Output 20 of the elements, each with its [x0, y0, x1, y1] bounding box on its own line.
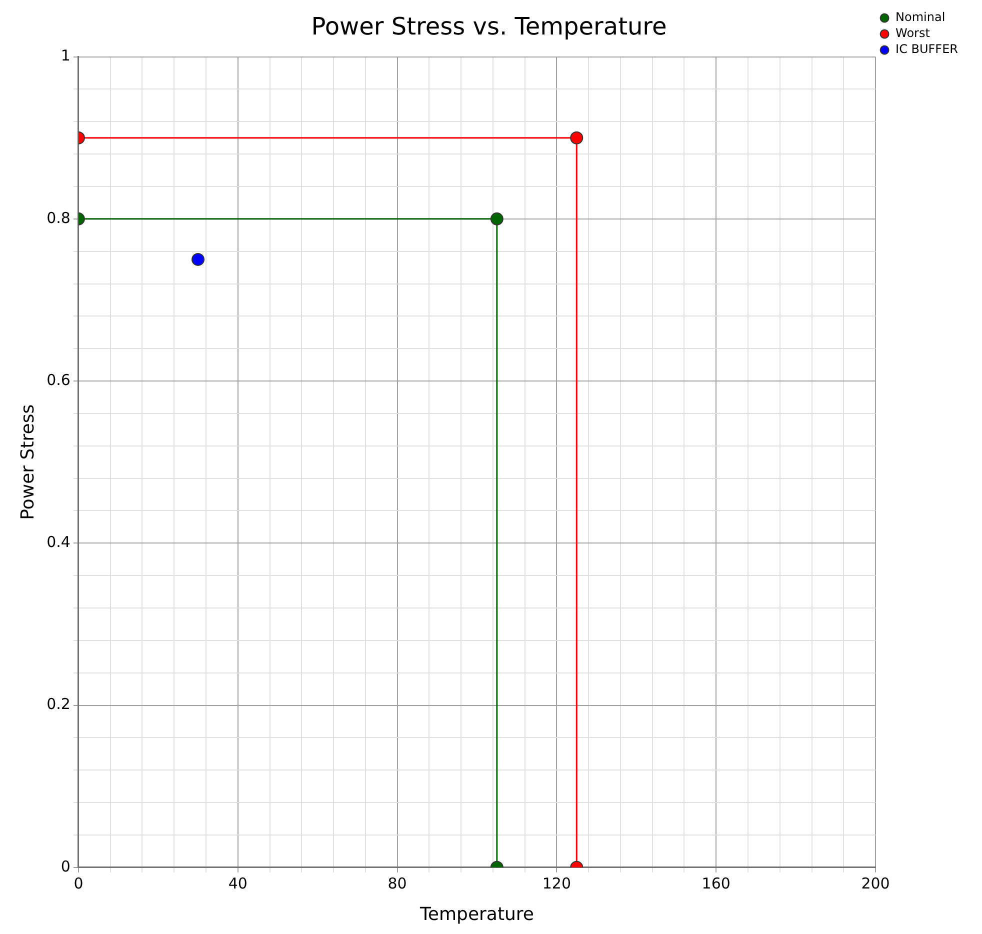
x-tick-label: 0	[74, 874, 84, 892]
x-tick-label: 120	[542, 874, 572, 892]
y-tick-label: 0.6	[46, 370, 70, 389]
x-tick-label: 40	[228, 874, 248, 892]
legend-label: Nominal	[896, 10, 946, 24]
x-tick-label: 160	[702, 874, 730, 892]
y-tick-label: 0	[60, 857, 70, 876]
legend-label: IC BUFFER	[896, 42, 958, 56]
y-tick-label: 1	[60, 46, 70, 65]
y-tick-label: 0.2	[46, 695, 70, 714]
chart-title: Power Stress vs. Temperature	[311, 12, 667, 41]
legend-label: Worst	[896, 26, 930, 40]
y-tick-label: 0.8	[46, 208, 70, 227]
x-tick-label: 80	[388, 874, 407, 892]
y-axis-title: Power Stress	[17, 404, 38, 520]
y-tick-label: 0.4	[46, 533, 70, 552]
point	[490, 212, 504, 226]
point	[570, 131, 584, 144]
x-axis-title: Temperature	[418, 904, 534, 925]
x-tick-label: 200	[861, 874, 890, 892]
